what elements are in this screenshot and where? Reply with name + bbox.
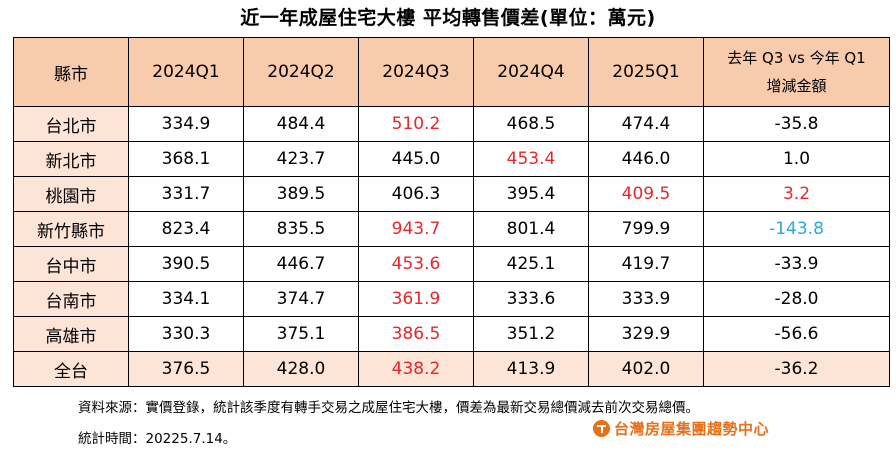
value-cell-highlight: 438.2: [358, 351, 474, 387]
value-cell: 428.0: [243, 351, 359, 387]
value-cell: 799.9: [588, 211, 704, 247]
brand-name: 台灣房屋集團趨勢中心: [614, 420, 770, 438]
value-cell: 374.7: [243, 281, 359, 317]
value-cell: 419.7: [588, 246, 704, 282]
value-cell-highlight: 943.7: [358, 211, 474, 247]
change-cell: -33.9: [703, 246, 890, 282]
city-cell: 全台: [13, 351, 129, 387]
city-cell: 新北市: [13, 141, 129, 177]
value-cell: 333.6: [473, 281, 589, 317]
value-cell: 413.9: [473, 351, 589, 387]
value-cell: 445.0: [358, 141, 474, 177]
table-header-row: 縣市 2024Q1 2024Q2 2024Q3 2024Q4 2025Q1 去年…: [13, 37, 890, 107]
change-cell: 1.0: [703, 141, 890, 177]
value-cell: 423.7: [243, 141, 359, 177]
value-cell: 331.7: [128, 176, 244, 212]
value-cell: 334.1: [128, 281, 244, 317]
table-row: 桃園市 331.7 389.5 406.3 395.4 409.5 3.2: [13, 176, 890, 212]
table-row: 台南市 334.1 374.7 361.9 333.6 333.9 -28.0: [13, 281, 890, 317]
value-cell: 375.1: [243, 316, 359, 352]
header-2024q3: 2024Q3: [358, 37, 474, 107]
value-cell: 334.9: [128, 106, 244, 142]
value-cell: 402.0: [588, 351, 704, 387]
brand-mark: 台灣房屋集團趨勢中心: [593, 418, 769, 439]
value-cell: 330.3: [128, 316, 244, 352]
header-2025q1: 2025Q1: [588, 37, 704, 107]
value-cell: 474.4: [588, 106, 704, 142]
value-cell-highlight: 453.6: [358, 246, 474, 282]
value-cell: 835.5: [243, 211, 359, 247]
header-change: 去年 Q3 vs 今年 Q1 增減金額: [703, 37, 890, 107]
value-cell: 329.9: [588, 316, 704, 352]
value-cell: 406.3: [358, 176, 474, 212]
city-cell: 新竹縣市: [13, 211, 129, 247]
value-cell: 446.0: [588, 141, 704, 177]
page-title: 近一年成屋住宅大樓 平均轉售價差(單位：萬元): [240, 7, 656, 29]
table-row: 台中市 390.5 446.7 453.6 425.1 419.7 -33.9: [13, 246, 890, 282]
table-row: 高雄市 330.3 375.1 386.5 351.2 329.9 -56.6: [13, 316, 890, 352]
header-2024q2: 2024Q2: [243, 37, 359, 107]
header-2024q4: 2024Q4: [473, 37, 589, 107]
value-cell: 351.2: [473, 316, 589, 352]
table-row-total: 全台 376.5 428.0 438.2 413.9 402.0 -36.2: [13, 351, 890, 387]
value-cell: 395.4: [473, 176, 589, 212]
header-change-line2: 增減金額: [766, 77, 827, 95]
change-cell-highlight: 3.2: [703, 176, 890, 212]
value-cell: 376.5: [128, 351, 244, 387]
header-change-line1: 去年 Q3 vs 今年 Q1: [727, 49, 866, 67]
value-cell: 368.1: [128, 141, 244, 177]
header-city: 縣市: [13, 37, 129, 107]
value-cell: 801.4: [473, 211, 589, 247]
value-cell: 446.7: [243, 246, 359, 282]
taiwan-realty-logo-icon: [593, 420, 610, 437]
value-cell: 333.9: [588, 281, 704, 317]
value-cell-highlight: 453.4: [473, 141, 589, 177]
value-cell: 425.1: [473, 246, 589, 282]
city-cell: 台南市: [13, 281, 129, 317]
date-note: 統計時間：20225.7.14。: [78, 431, 237, 447]
city-cell: 台中市: [13, 246, 129, 282]
change-cell: -56.6: [703, 316, 890, 352]
city-cell: 桃園市: [13, 176, 129, 212]
value-cell-highlight: 409.5: [588, 176, 704, 212]
city-cell: 台北市: [13, 106, 129, 142]
value-cell: 484.4: [243, 106, 359, 142]
value-cell: 823.4: [128, 211, 244, 247]
table-row: 新北市 368.1 423.7 445.0 453.4 446.0 1.0: [13, 141, 890, 177]
change-cell-highlight: -143.8: [703, 211, 890, 247]
city-cell: 高雄市: [13, 316, 129, 352]
header-2024q1: 2024Q1: [128, 37, 244, 107]
value-cell-highlight: 361.9: [358, 281, 474, 317]
source-note: 資料來源：實價登錄，統計該季度有轉手交易之成屋住宅大樓，價差為最新交易總價減去前…: [78, 400, 699, 416]
table-row: 台北市 334.9 484.4 510.2 468.5 474.4 -35.8: [13, 106, 890, 142]
table-row: 新竹縣市 823.4 835.5 943.7 801.4 799.9 -143.…: [13, 211, 890, 247]
change-cell: -35.8: [703, 106, 890, 142]
change-cell: -36.2: [703, 351, 890, 387]
value-cell: 390.5: [128, 246, 244, 282]
value-cell: 389.5: [243, 176, 359, 212]
value-cell-highlight: 510.2: [358, 106, 474, 142]
price-difference-table: 縣市 2024Q1 2024Q2 2024Q3 2024Q4 2025Q1 去年…: [13, 37, 890, 387]
value-cell: 468.5: [473, 106, 589, 142]
value-cell-highlight: 386.5: [358, 316, 474, 352]
change-cell: -28.0: [703, 281, 890, 317]
